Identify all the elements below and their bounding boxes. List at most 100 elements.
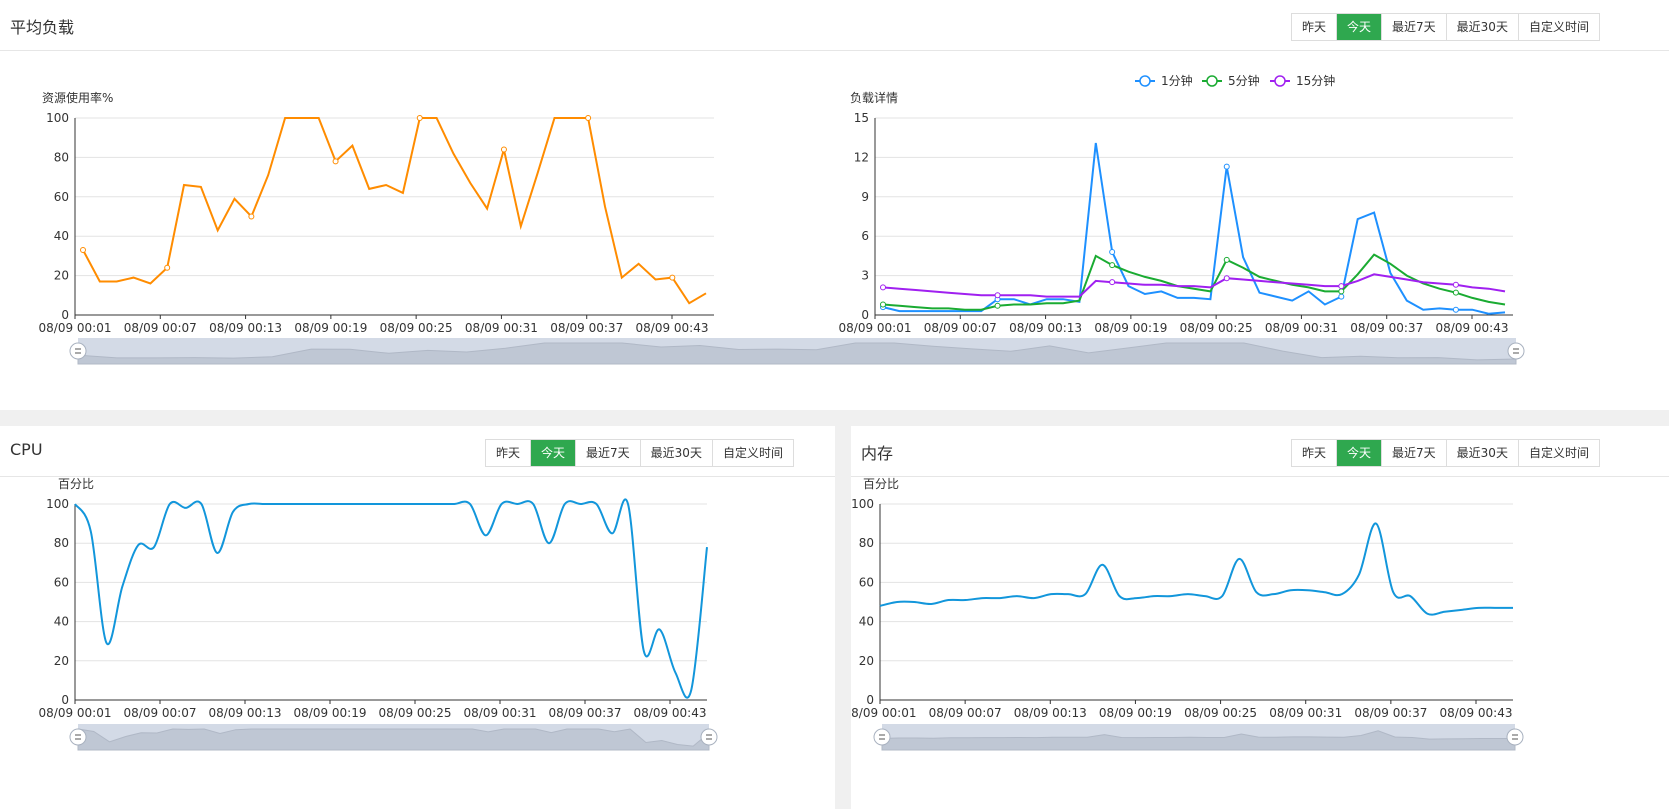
legend-label: 15分钟 — [1296, 73, 1335, 88]
x-tick-label: 08/09 00:07 — [929, 706, 1002, 720]
y-tick-label: 0 — [861, 308, 869, 322]
x-tick-label: 08/09 00:07 — [924, 321, 997, 335]
x-tick-label: 08/09 00:01 — [39, 706, 112, 720]
x-tick-label: 08/09 00:43 — [634, 706, 707, 720]
data-point — [880, 301, 886, 308]
y-tick-label: 80 — [54, 150, 69, 164]
y-tick-label: 20 — [54, 269, 69, 283]
series-line — [882, 273, 1506, 298]
x-tick-label: 08/09 00:01 — [39, 321, 112, 335]
x-tick-label: 08/09 00:13 — [1009, 321, 1082, 335]
tab-last-30-days[interactable]: 最近30天 — [1445, 14, 1518, 40]
y-tick-label: 40 — [859, 615, 874, 629]
panel-title: 平均负载 — [10, 18, 75, 37]
series-line — [879, 522, 1513, 616]
y-tick-label: 80 — [54, 536, 69, 550]
tab-yesterday[interactable]: 昨天 — [1292, 440, 1337, 466]
legend-marker — [1139, 75, 1151, 87]
time-range-tabs: 昨天 今天 最近7天 最近30天 自定义时间 — [1291, 439, 1600, 467]
tab-yesterday[interactable]: 昨天 — [486, 440, 531, 466]
tab-last-30-days[interactable]: 最近30天 — [639, 440, 712, 466]
y-tick-label: 6 — [861, 229, 869, 243]
y-tick-label: 80 — [859, 536, 874, 550]
y-tick-label: 3 — [861, 269, 869, 283]
data-point — [1338, 293, 1345, 300]
x-tick-label: 08/09 00:43 — [1436, 321, 1509, 335]
data-point — [994, 302, 1001, 309]
x-tick-label: 08/09 00:01 — [839, 321, 912, 335]
tab-last-7-days[interactable]: 最近7天 — [1381, 440, 1446, 466]
memory-panel: 内存 昨天 今天 最近7天 最近30天 自定义时间 0 20 40 60 80 100 百分… — [851, 426, 1669, 809]
data-point — [1109, 248, 1116, 255]
y-tick-label: 40 — [54, 615, 69, 629]
x-tick-label: 08/09 00:43 — [636, 321, 709, 335]
x-tick-label: 08/09 00:31 — [1269, 706, 1342, 720]
data-point — [332, 158, 339, 165]
zoom-handle-left[interactable] — [69, 728, 87, 746]
x-tick-label: 08/09 00:25 — [1180, 321, 1253, 335]
zoom-slider-overview — [77, 342, 1517, 365]
y-axis-title: 百分比 — [863, 477, 899, 491]
tab-last-7-days[interactable]: 最近7天 — [575, 440, 640, 466]
cpu-panel: CPU 昨天 今天 最近7天 最近30天 自定义时间 0 20 40 60 80 100 百… — [0, 426, 835, 809]
series-line — [82, 117, 707, 305]
data-point — [248, 213, 255, 220]
y-tick-label: 100 — [46, 497, 69, 511]
zoom-slider-overview — [881, 730, 1516, 751]
tab-last-30-days[interactable]: 最近30天 — [1445, 440, 1518, 466]
data-point — [416, 115, 423, 121]
data-point — [1452, 306, 1459, 313]
series-line — [882, 253, 1506, 311]
data-point — [585, 115, 592, 121]
x-tick-label: 08/09 00:19 — [294, 706, 367, 720]
x-tick-label: 08/09 00:07 — [124, 706, 197, 720]
x-tick-label: 08/09 00:25 — [379, 706, 452, 720]
x-tick-label: 08/09 00:31 — [465, 321, 538, 335]
tab-today[interactable]: 今天 — [1336, 14, 1382, 40]
x-tick-label: 08/09 00:07 — [124, 321, 197, 335]
data-point — [880, 284, 886, 291]
data-point — [1338, 283, 1345, 290]
x-tick-label: 08/09 00:25 — [380, 321, 453, 335]
data-point — [500, 146, 507, 153]
y-tick-label: 100 — [46, 111, 69, 125]
time-range-tabs: 昨天 今天 最近7天 最近30天 自定义时间 — [1291, 13, 1600, 41]
zoom-handle-left[interactable] — [873, 728, 891, 746]
tab-today[interactable]: 今天 — [1336, 440, 1382, 466]
data-point — [1223, 256, 1230, 263]
data-point — [164, 264, 171, 271]
y-tick-label: 0 — [866, 693, 874, 707]
y-tick-label: 100 — [851, 497, 874, 511]
x-tick-label: 08/09 00:19 — [294, 321, 367, 335]
x-tick-label: 08/09 00:19 — [1099, 706, 1172, 720]
data-point — [1223, 275, 1230, 282]
memory-chart: 0 20 40 60 80 100 百分比 08/09 00:01 08/09 00:07 08/… — [851, 477, 1524, 751]
zoom-handle-right[interactable] — [700, 728, 718, 746]
cpu-chart: 0 20 40 60 80 100 百分比 08/09 00:01 08/09 00:07 08/… — [39, 477, 718, 751]
tab-custom-time[interactable]: 自定义时间 — [711, 440, 793, 466]
load-panel: 平均负载 昨天 今天 最近7天 最近30天 自定义时间 0 20 40 60 80 100… — [0, 0, 1669, 410]
tab-custom-time[interactable]: 自定义时间 — [1517, 14, 1599, 40]
x-tick-label: 08/09 00:31 — [464, 706, 537, 720]
tab-today[interactable]: 今天 — [530, 440, 576, 466]
x-tick-label: 08/09 00:37 — [549, 706, 622, 720]
tab-custom-time[interactable]: 自定义时间 — [1517, 440, 1599, 466]
y-tick-label: 20 — [859, 654, 874, 668]
y-axis-title: 负载详情 — [850, 90, 898, 105]
zoom-handle-right[interactable] — [1506, 728, 1524, 746]
data-point — [1109, 279, 1116, 286]
legend-label: 1分钟 — [1161, 73, 1193, 88]
zoom-handle-right[interactable] — [1507, 342, 1525, 360]
time-range-tabs: 昨天 今天 最近7天 最近30天 自定义时间 — [485, 439, 794, 467]
x-tick-label: 08/09 00:13 — [209, 706, 282, 720]
data-point — [1452, 281, 1459, 288]
y-tick-label: 15 — [854, 111, 869, 125]
zoom-handle-left[interactable] — [69, 342, 87, 360]
legend-label: 5分钟 — [1228, 73, 1260, 88]
tab-yesterday[interactable]: 昨天 — [1292, 14, 1337, 40]
panel-title: 内存 — [861, 444, 894, 463]
y-tick-label: 0 — [61, 693, 69, 707]
tab-last-7-days[interactable]: 最近7天 — [1381, 14, 1446, 40]
x-tick-label: 08/09 00:37 — [1354, 706, 1427, 720]
